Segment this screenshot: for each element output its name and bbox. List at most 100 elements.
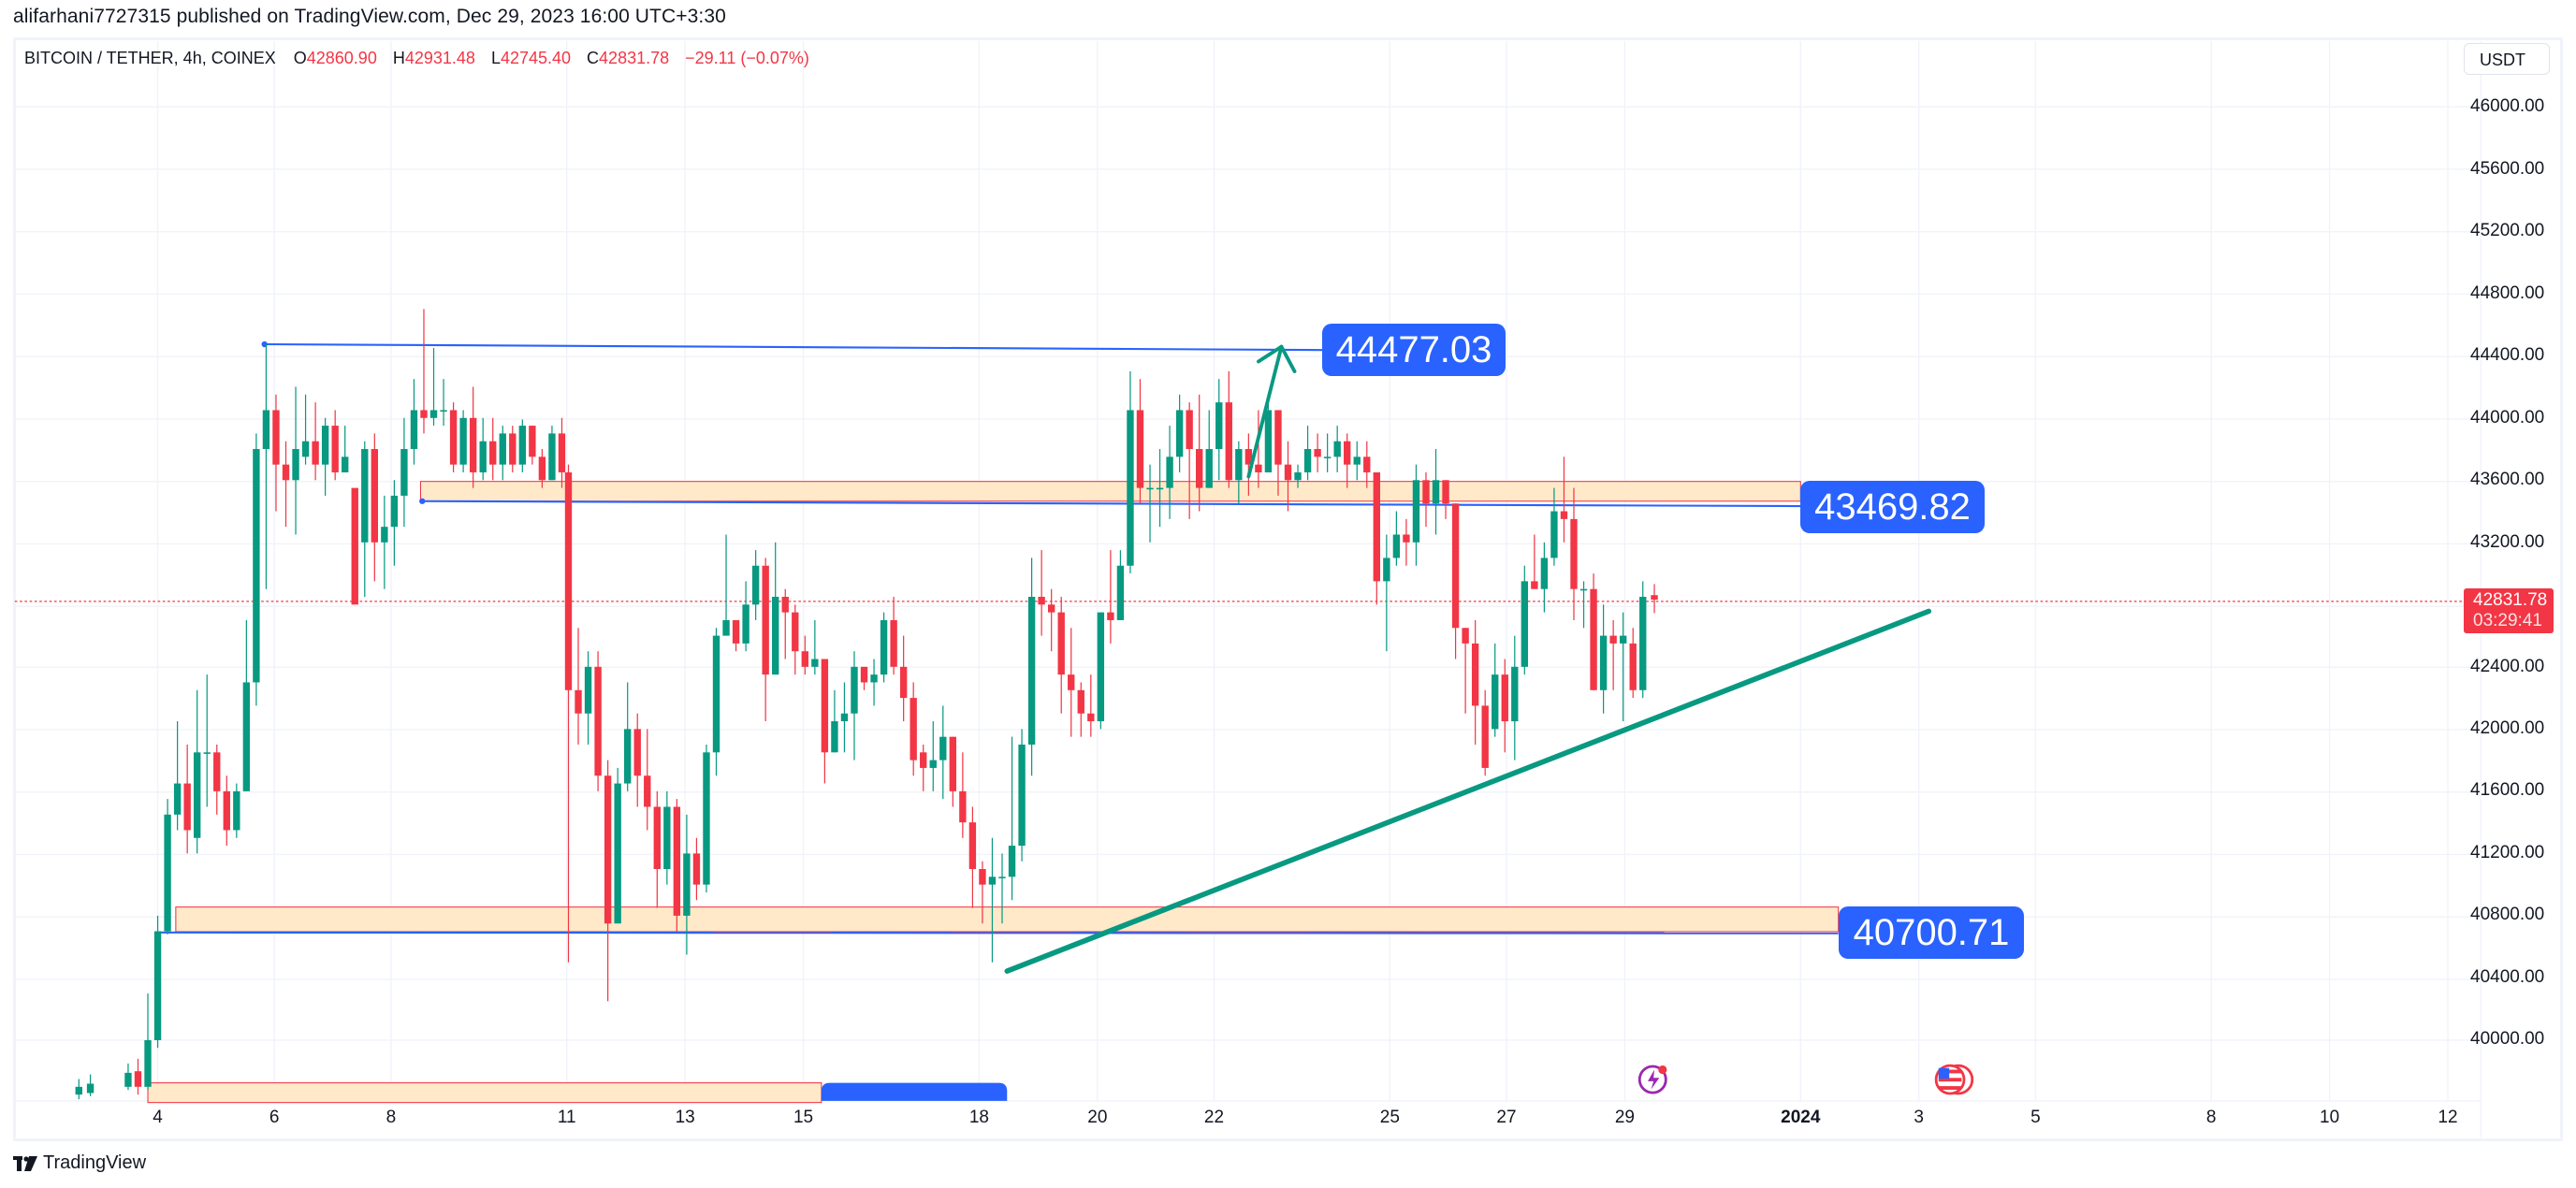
price-tick: 45600.00 [2470, 158, 2545, 179]
candle [949, 736, 957, 791]
candle [1451, 503, 1460, 629]
lightning-event-icon[interactable] [1637, 1065, 1667, 1094]
last-price-label: 42831.78 03:29:41 [2464, 588, 2554, 633]
price-tick: 41600.00 [2470, 780, 2545, 801]
candle [732, 619, 740, 644]
candle [1619, 635, 1627, 644]
candle [860, 666, 868, 683]
candle [429, 410, 438, 418]
candle [880, 619, 888, 675]
price-tick: 40000.00 [2470, 1029, 2545, 1050]
time-tick: 6 [269, 1108, 280, 1127]
support-level-line [157, 931, 1839, 934]
candle [233, 790, 240, 831]
candle [223, 790, 230, 831]
candle [1225, 402, 1232, 481]
candle [1511, 666, 1519, 722]
candle [979, 869, 986, 885]
candle [1264, 410, 1273, 472]
price-tick: 40400.00 [2470, 966, 2545, 987]
time-tick: 5 [2030, 1108, 2041, 1127]
candle [1651, 595, 1658, 601]
candle [321, 426, 329, 465]
time-tick: 4 [153, 1108, 163, 1127]
candle [1412, 480, 1420, 543]
price-tick: 43600.00 [2470, 470, 2545, 490]
candle [312, 441, 319, 465]
candle [538, 456, 546, 481]
time-tick: 11 [557, 1108, 576, 1127]
candle [1363, 456, 1371, 472]
candle [870, 674, 878, 683]
candle [1481, 705, 1489, 768]
candle [75, 1086, 82, 1095]
time-tick: 15 [793, 1108, 814, 1127]
price-tick: 40800.00 [2470, 905, 2545, 925]
candle [1057, 612, 1065, 675]
candle [262, 410, 270, 450]
candle [624, 729, 632, 784]
candle [282, 464, 290, 481]
candle [1274, 410, 1282, 465]
currency-button[interactable]: USDT [2464, 43, 2550, 75]
time-tick: 25 [1379, 1108, 1400, 1127]
target-price-tag[interactable]: 44477.03 [1322, 324, 1506, 376]
open-value: 42860.90 [306, 49, 377, 67]
candle [722, 619, 730, 636]
candle [1333, 441, 1341, 457]
candle [831, 721, 838, 753]
candle [351, 487, 358, 605]
candle [213, 752, 221, 791]
grid [14, 40, 2481, 1137]
candle [469, 417, 477, 472]
candle [1136, 410, 1144, 488]
candle [703, 752, 710, 885]
candle [1550, 511, 1558, 558]
candle [1097, 612, 1105, 722]
candle [1383, 558, 1390, 582]
candle [253, 449, 260, 683]
candle [548, 433, 556, 481]
us-flag-event-icon[interactable] [1934, 1064, 1974, 1095]
resistance-price-tag[interactable]: 43469.82 [1800, 481, 1985, 533]
candle [1196, 449, 1203, 488]
change-value: −29.11 (−0.07%) [685, 49, 809, 67]
candle [1442, 480, 1449, 504]
candle [1639, 597, 1647, 690]
candle [371, 449, 378, 543]
candle [410, 410, 418, 450]
candle [614, 783, 621, 924]
candle [203, 752, 211, 754]
candle [144, 1039, 152, 1087]
tradingview-footer[interactable]: TradingView [13, 1152, 146, 1174]
time-tick: 18 [968, 1108, 989, 1127]
candle [529, 426, 536, 457]
support-price-tag[interactable]: 40700.71 [1839, 906, 2024, 959]
candle [594, 666, 602, 776]
candle [1244, 449, 1253, 465]
candle [1087, 713, 1095, 722]
target-level-line [264, 342, 1323, 352]
time-tick: 3 [1914, 1108, 1924, 1127]
time-tick: 29 [1614, 1108, 1635, 1127]
candle [459, 417, 467, 465]
candle [1590, 588, 1597, 690]
target-arrow [1246, 344, 1297, 479]
candle [1156, 487, 1164, 490]
publication-info: alifarhani7727315 published on TradingVi… [13, 6, 726, 27]
candle [331, 426, 339, 472]
candle [653, 806, 661, 870]
lower-zone [147, 1082, 822, 1104]
ascending-trendline [1004, 608, 1932, 974]
candle [1116, 565, 1125, 620]
candle [821, 659, 829, 753]
candle [683, 853, 691, 916]
candle [1255, 464, 1262, 472]
time-tick: 8 [386, 1108, 397, 1127]
candle [1570, 518, 1578, 589]
candle [1344, 441, 1351, 465]
candle [1323, 456, 1332, 458]
symbol-title[interactable]: BITCOIN / TETHER, 4h, COINEX [24, 49, 276, 67]
resistance-level-line [422, 500, 1801, 508]
